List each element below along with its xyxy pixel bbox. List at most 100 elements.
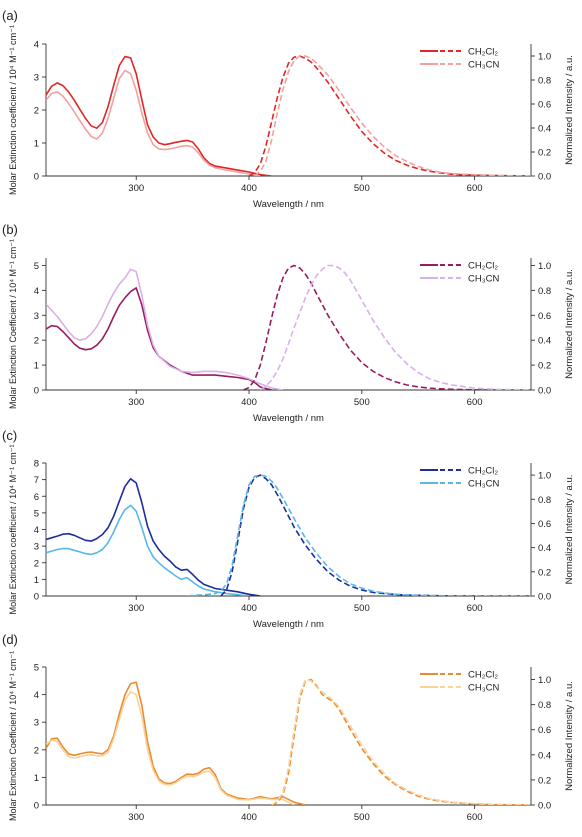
legend-label: CH₂Cl₂ xyxy=(468,466,498,477)
emission-series-line xyxy=(186,474,531,596)
y-tick-label-right: 1.0 xyxy=(538,52,551,63)
y-axis-label-left: Molar Extinction Coefficient / 10⁴ M⁻¹ c… xyxy=(8,239,19,409)
y-tick-label-left: 4 xyxy=(34,525,39,536)
absorption-series-line xyxy=(46,69,261,176)
y-tick-label-right: 0.0 xyxy=(538,172,551,183)
y-tick-label-left: 0 xyxy=(34,801,39,812)
y-tick-label-left: 3 xyxy=(34,311,39,322)
x-tick-label: 600 xyxy=(467,812,483,823)
y-tick-label-right: 0.2 xyxy=(538,775,551,786)
x-tick-label: 300 xyxy=(128,812,144,823)
y-axis-label-left: Molar Extinction coefficient / 10⁴ M⁻¹ c… xyxy=(8,25,19,195)
y-tick-label-left: 8 xyxy=(34,459,39,470)
y-tick-label-right: 0.8 xyxy=(538,76,551,87)
y-tick-label-left: 5 xyxy=(34,261,39,272)
y-tick-label-right: 0.2 xyxy=(538,361,551,372)
emission-series-line xyxy=(271,678,531,805)
x-tick-label: 300 xyxy=(128,183,144,194)
y-tick-label-right: 0.8 xyxy=(538,286,551,297)
y-tick-label-left: 4 xyxy=(34,286,39,297)
chart-panel: (b) 0 1 2 3 4 5 0.0 0.2 0.4 0.6 0.8 1.0 300 400 500 600 W… xyxy=(2,222,575,424)
y-tick-label-right: 0.2 xyxy=(538,148,551,159)
legend-label: CH₃CN xyxy=(468,479,499,490)
emission-series-line xyxy=(254,55,531,176)
y-axis-label-right: Normalized Intensity / a.u. xyxy=(564,681,575,791)
y-tick-label-left: 4 xyxy=(34,40,39,51)
y-tick-label-left: 2 xyxy=(34,106,39,117)
y-tick-label-left: 1 xyxy=(34,361,39,372)
x-tick-label: 600 xyxy=(467,603,483,614)
y-tick-label-left: 3 xyxy=(34,542,39,553)
y-tick-label-left: 7 xyxy=(34,475,39,486)
panel-label: (d) xyxy=(2,632,18,647)
y-tick-label-left: 3 xyxy=(34,73,39,84)
y-tick-label-right: 0.0 xyxy=(538,386,551,397)
y-tick-label-left: 1 xyxy=(34,575,39,586)
y-tick-label-left: 0 xyxy=(34,386,39,397)
x-tick-label: 300 xyxy=(128,397,144,408)
y-tick-label-left: 5 xyxy=(34,663,39,674)
chart-panel: (a) 0 1 2 3 4 0.0 0.2 0.4 0.6 0.8 1.0 300 400 500 600 Wa… xyxy=(2,8,575,210)
y-axis-label-right: Normalized Intensity / a.u. xyxy=(564,269,575,379)
legend-label: CH₂Cl₂ xyxy=(468,670,498,681)
x-axis-label: Wavelength / nm xyxy=(253,619,324,630)
y-tick-label-right: 0.4 xyxy=(538,124,551,135)
emission-series-line xyxy=(220,474,531,596)
y-tick-label-right: 0.0 xyxy=(538,801,551,812)
chart-panel: (d) 0 1 2 3 4 5 0.0 0.2 0.4 0.6 0.8 1.0 300 400 500 600 M… xyxy=(2,632,575,823)
y-tick-label-right: 1.0 xyxy=(538,675,551,686)
emission-series-line xyxy=(243,264,531,390)
x-axis-label: Wavelength / nm xyxy=(253,413,324,424)
legend-label: CH₃CN xyxy=(468,60,499,71)
x-tick-label: 600 xyxy=(467,397,483,408)
emission-series-line xyxy=(248,55,531,176)
legend-label: CH₂Cl₂ xyxy=(468,47,498,58)
x-tick-label: 500 xyxy=(354,183,370,194)
y-tick-label-right: 0.6 xyxy=(538,100,551,111)
panel-label: (c) xyxy=(2,428,17,443)
legend-label: CH₃CN xyxy=(468,274,499,285)
x-tick-label: 500 xyxy=(354,812,370,823)
y-tick-label-left: 0 xyxy=(34,592,39,603)
chart-panel: (c) 0 1 2 3 4 5 6 7 8 0.0 0.2 0.4 0.6 0.8 1.0 300 400 500 6… xyxy=(2,428,575,630)
panel-label: (a) xyxy=(2,8,18,23)
y-axis-label-right: Normalized Intensity / a.u. xyxy=(564,475,575,585)
x-tick-label: 400 xyxy=(241,397,257,408)
x-tick-label: 500 xyxy=(354,397,370,408)
y-tick-label-left: 2 xyxy=(34,336,39,347)
y-axis-label-left: Molar Extinction coefficient / 10⁴ M⁻¹ c… xyxy=(8,445,19,615)
absorption-series-line xyxy=(46,55,272,176)
absorption-series-line xyxy=(46,287,272,390)
legend-label: CH₃CN xyxy=(468,683,499,694)
legend-label: CH₂Cl₂ xyxy=(468,261,498,272)
y-tick-label-right: 0.8 xyxy=(538,700,551,711)
y-tick-label-left: 2 xyxy=(34,558,39,569)
y-tick-label-right: 0.2 xyxy=(538,567,551,578)
y-tick-label-right: 0.6 xyxy=(538,311,551,322)
x-tick-label: 600 xyxy=(467,183,483,194)
absorption-series-line xyxy=(46,478,261,596)
x-tick-label: 400 xyxy=(241,812,257,823)
y-tick-label-right: 0.8 xyxy=(538,495,551,506)
y-tick-label-right: 0.4 xyxy=(538,543,551,554)
emission-series-line xyxy=(271,678,531,805)
x-tick-label: 500 xyxy=(354,603,370,614)
x-tick-label: 300 xyxy=(128,603,144,614)
y-tick-label-right: 0.6 xyxy=(538,725,551,736)
panel-label: (b) xyxy=(2,222,18,237)
y-tick-label-left: 2 xyxy=(34,745,39,756)
x-tick-label: 400 xyxy=(241,603,257,614)
y-tick-label-left: 4 xyxy=(34,690,39,701)
y-tick-label-right: 0.4 xyxy=(538,336,551,347)
y-tick-label-right: 0.4 xyxy=(538,750,551,761)
y-tick-label-left: 1 xyxy=(34,773,39,784)
y-tick-label-left: 1 xyxy=(34,139,39,150)
y-tick-label-right: 0.6 xyxy=(538,519,551,530)
y-tick-label-right: 1.0 xyxy=(538,471,551,482)
absorption-series-line xyxy=(46,681,306,805)
y-tick-label-right: 0.0 xyxy=(538,592,551,603)
y-tick-label-left: 5 xyxy=(34,508,39,519)
y-axis-label-left: Molar Extinction Coefficient / 10⁴ M⁻¹ c… xyxy=(8,651,19,821)
x-axis-label: Wavelength / nm xyxy=(253,199,324,210)
